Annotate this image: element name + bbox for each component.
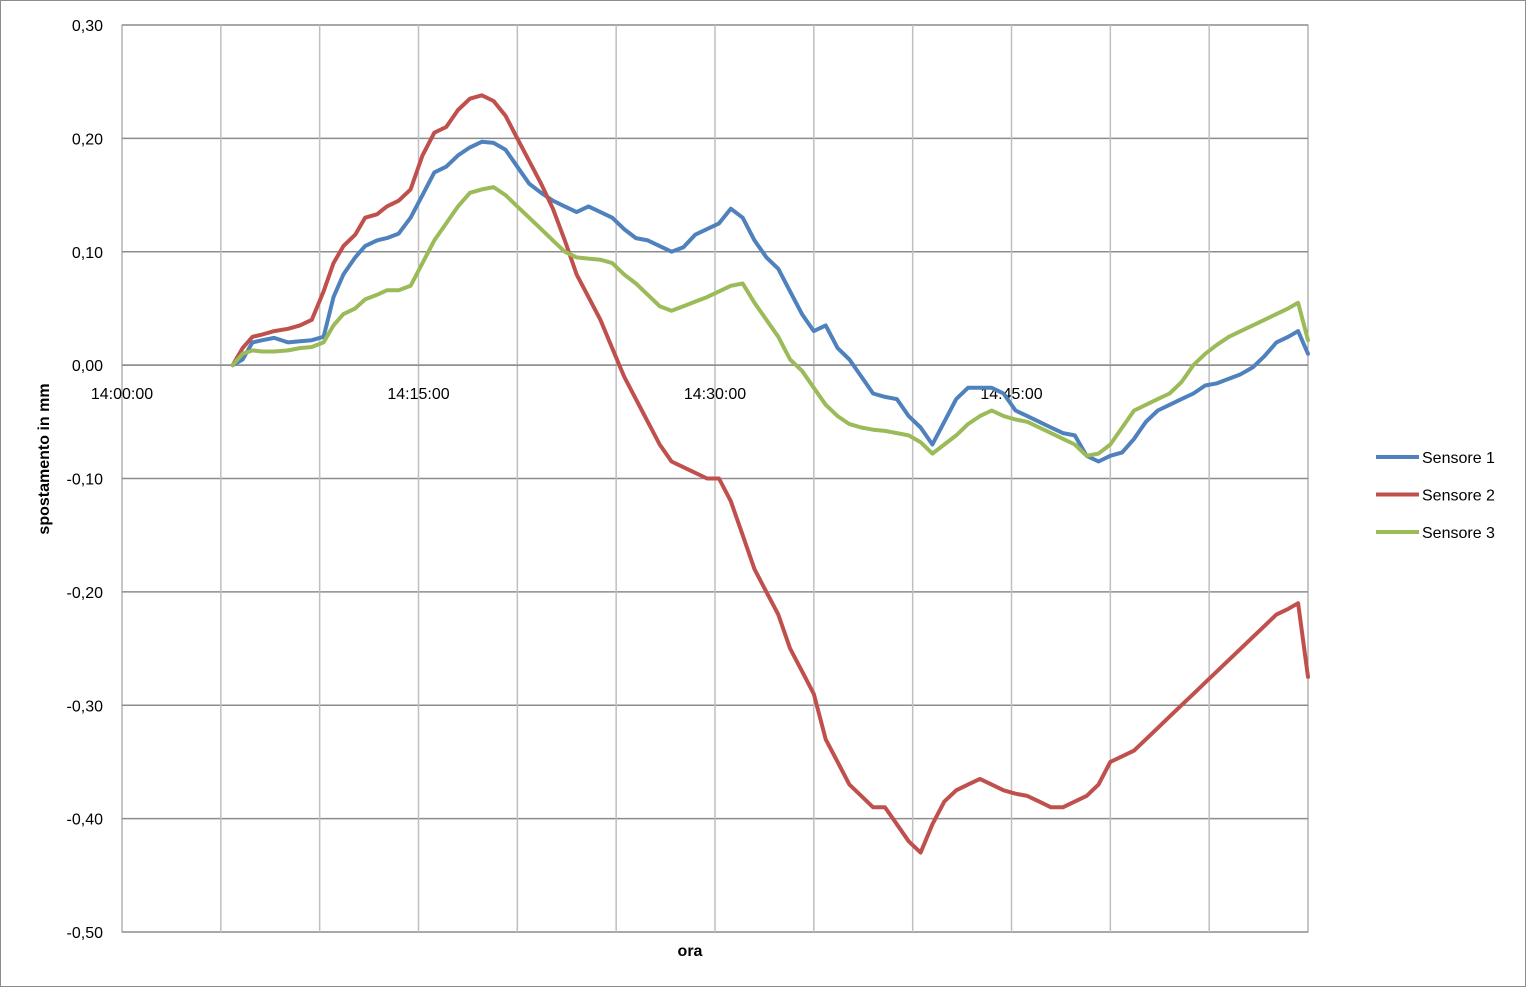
y-tick-label: -0,40	[67, 812, 104, 829]
y-tick-label: -0,50	[67, 925, 104, 942]
y-tick-label: -0,20	[67, 585, 104, 602]
x-tick-label: 14:30:00	[684, 386, 746, 403]
y-tick-label: 0,10	[72, 245, 103, 262]
series-line-3	[230, 185, 1310, 458]
y-axis-title: spostamento in mm	[36, 383, 53, 534]
y-tick-label: 0,20	[72, 131, 103, 148]
legend-label: Sensore 3	[1422, 525, 1495, 542]
y-axis-ticks: 0,30 0,20 0,10 0,00 -0,10 -0,20 -0,30 -0,40 -0,5…	[67, 18, 104, 942]
y-tick-label: 0,00	[72, 358, 103, 375]
series-line-1	[230, 139, 1310, 464]
grid	[121, 24, 1309, 933]
y-tick-label: -0,10	[67, 472, 104, 489]
x-axis-title: ora	[678, 943, 703, 960]
legend-label: Sensore 2	[1422, 488, 1495, 505]
y-tick-label: -0,30	[67, 698, 104, 715]
series-line-2	[230, 93, 1310, 855]
x-tick-label: 14:00:00	[91, 386, 153, 403]
y-tick-label: 0,30	[72, 18, 103, 35]
x-axis-ticks: 14:00:00 14:15:00 14:30:00 14:45:00	[91, 386, 1043, 403]
series-lines	[230, 93, 1310, 855]
legend-label: Sensore 1	[1422, 450, 1495, 467]
x-tick-label: 14:15:00	[387, 386, 449, 403]
legend: Sensore 1 Sensore 2 Sensore 3	[1376, 450, 1495, 542]
